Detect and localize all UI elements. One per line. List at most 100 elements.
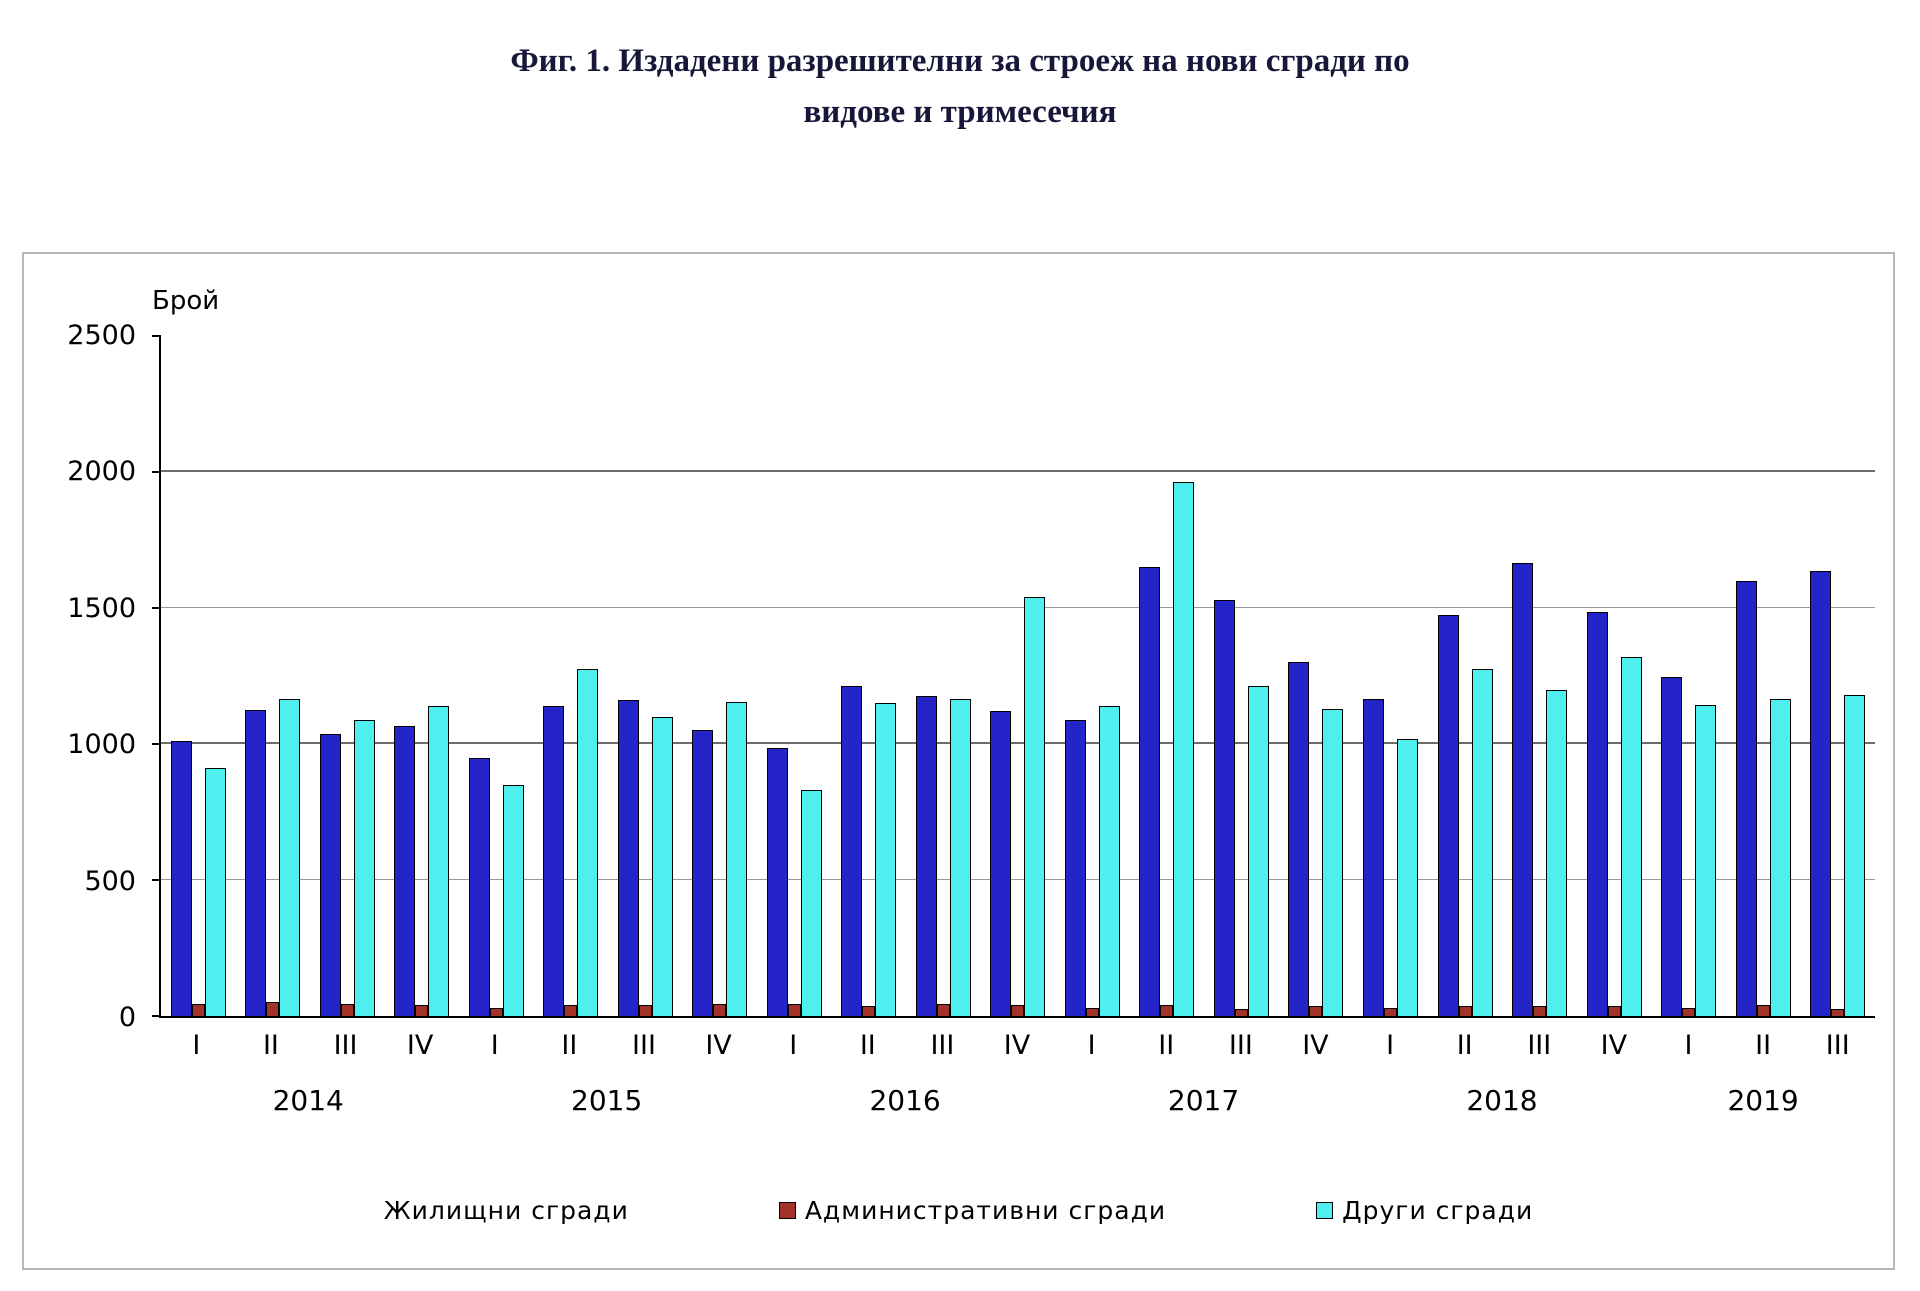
bar-group (310, 336, 385, 1016)
x-axis-label: IV (406, 1030, 434, 1061)
bar (1098, 705, 1120, 1016)
x-axis-label: III (1527, 1030, 1552, 1061)
bar (1695, 704, 1717, 1016)
x-axis-label: III (333, 1030, 358, 1061)
page-title-line1: Фиг. 1. Издадени разрешителни за строеж … (510, 43, 1410, 79)
bar-group (1577, 336, 1652, 1016)
bar (1844, 695, 1866, 1016)
bar (1607, 1006, 1621, 1016)
bar (1160, 1005, 1174, 1016)
bar (1234, 1009, 1248, 1016)
bar (787, 1003, 801, 1016)
legend-swatch (778, 1202, 796, 1219)
bar (428, 705, 450, 1016)
bar-group (1279, 336, 1354, 1016)
legend-label: Административни сгради (804, 1196, 1167, 1225)
bar-group (459, 336, 534, 1016)
bar (1024, 597, 1046, 1016)
bar (617, 700, 639, 1016)
bar (577, 669, 599, 1016)
y-axis-title: Брой (152, 286, 220, 316)
gridline-500 (161, 879, 1875, 880)
y-axis-label: 500 (84, 865, 136, 897)
bar (394, 726, 416, 1016)
y-axis-tick (152, 1015, 161, 1017)
x-axis-label: II (859, 1030, 876, 1061)
bar (340, 1003, 354, 1016)
gridline-1500 (161, 607, 1875, 608)
bar-group (1800, 336, 1875, 1016)
bar (1769, 699, 1791, 1016)
legend: Жилищни сгради Административни сгради Друг… (24, 1196, 1893, 1225)
year-label: 2015 (571, 1084, 643, 1117)
bar (875, 703, 897, 1016)
y-axis-tick (152, 879, 161, 881)
legend-item: Административни сгради (778, 1196, 1167, 1225)
bar (170, 741, 192, 1016)
bar (915, 696, 937, 1016)
bar-group (1726, 336, 1801, 1016)
year-label: 2018 (1466, 1084, 1538, 1117)
bar (1810, 571, 1832, 1016)
y-axis-tick (152, 607, 161, 609)
x-axis-label: II (1158, 1030, 1175, 1061)
bar (949, 699, 971, 1016)
bar (415, 1005, 429, 1016)
bar-group (1428, 336, 1503, 1016)
x-axis-label: I (1684, 1030, 1693, 1061)
gridline-2000 (161, 470, 1875, 472)
bar (990, 711, 1012, 1016)
page-title-line2: видове и тримесечия (803, 94, 1117, 131)
bar (353, 719, 375, 1016)
bar (1363, 699, 1384, 1016)
page-title: Фиг. 1. Издадени разрешителни за строеж … (0, 36, 1920, 138)
x-axis-label: I (1386, 1030, 1395, 1061)
x-axis-label: III (1228, 1030, 1253, 1061)
bar (245, 710, 267, 1016)
bar (1288, 662, 1310, 1016)
bar-group (981, 336, 1056, 1016)
bar (1682, 1007, 1696, 1016)
bar (1546, 689, 1568, 1016)
legend-label: Жилищни сгради (383, 1196, 629, 1225)
bar (564, 1005, 578, 1016)
bar-group (385, 336, 460, 1016)
bar (1064, 719, 1086, 1016)
plot-area (152, 335, 1875, 1018)
x-axis-label: I (490, 1030, 499, 1061)
bar (766, 748, 788, 1016)
y-axis-tick (152, 335, 161, 337)
bar-group (683, 336, 758, 1016)
bar-group (534, 336, 609, 1016)
x-axis-label: IV (1600, 1030, 1628, 1061)
legend-swatch (1316, 1202, 1334, 1219)
bar (1173, 481, 1195, 1016)
x-axis-label: III (930, 1030, 955, 1061)
bar (651, 716, 673, 1016)
x-axis-label: II (262, 1030, 279, 1061)
bar (1011, 1005, 1025, 1016)
bar (279, 699, 301, 1016)
bar-group (1502, 336, 1577, 1016)
y-axis-label: 0 (118, 1002, 136, 1033)
bar-group (608, 336, 683, 1016)
bar (1397, 738, 1418, 1016)
bar (1756, 1005, 1770, 1016)
bar (1322, 708, 1344, 1016)
bar (1586, 612, 1608, 1016)
y-axis-label: 2000 (67, 456, 136, 488)
gridline-1000 (161, 742, 1875, 744)
bar (1384, 1007, 1397, 1016)
year-label: 2014 (272, 1084, 344, 1117)
bar (692, 730, 714, 1016)
y-axis-label: 1500 (67, 592, 136, 624)
chart-frame: Брой 0 500 1000 1500 2000 2500 I II III IV I II III… (22, 252, 1895, 1270)
bar (841, 685, 863, 1016)
bar (1533, 1006, 1547, 1016)
x-axis-label: I (789, 1030, 798, 1061)
x-axis-label: III (632, 1030, 656, 1061)
bar (1213, 599, 1235, 1016)
bar (1512, 563, 1534, 1016)
bar-group (236, 336, 311, 1016)
bar (1309, 1006, 1323, 1016)
